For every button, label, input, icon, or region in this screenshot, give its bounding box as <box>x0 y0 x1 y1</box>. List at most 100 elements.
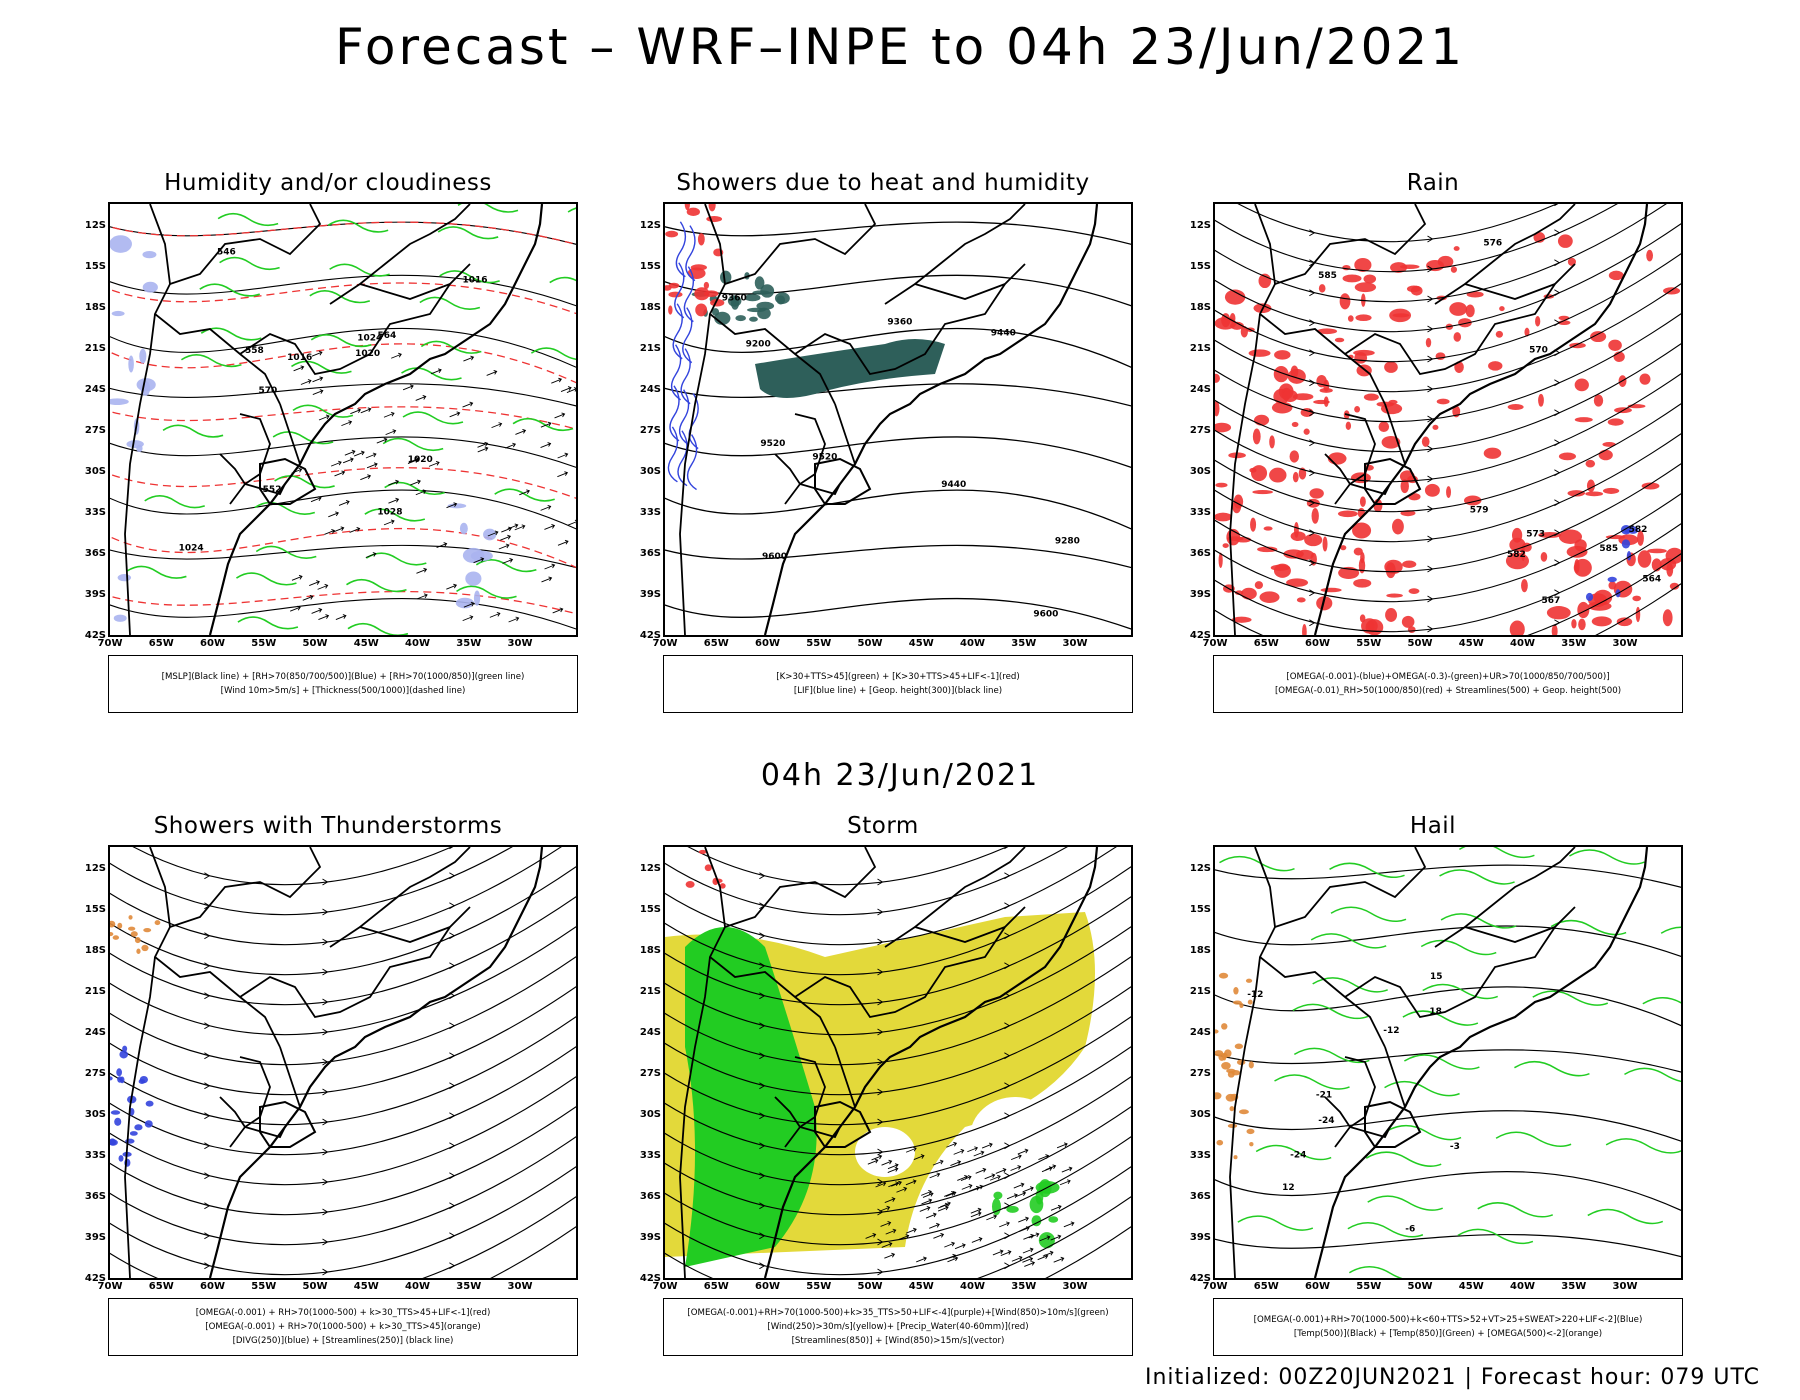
temp-850-green-contour <box>1329 862 1405 879</box>
streamline-arrow <box>759 992 766 1000</box>
omega-orange-area <box>1247 999 1253 1005</box>
country-border <box>239 906 471 1019</box>
streamline-arrow <box>449 1172 456 1180</box>
rh-green-contour <box>439 270 500 284</box>
omega-rh-red-area <box>1495 330 1504 338</box>
precip-water-red-area <box>704 864 712 872</box>
wind-vector <box>463 355 475 362</box>
wind-vector <box>929 1172 941 1179</box>
uruguay-border <box>814 457 872 505</box>
lat-tick-label: 21S <box>84 343 106 354</box>
lon-tick-label: 30W <box>1062 638 1088 649</box>
wind-vector <box>463 601 475 608</box>
lon-tick-label: 40W <box>1510 638 1535 649</box>
wind-vector <box>970 1207 982 1214</box>
contour-label: 564 <box>1642 574 1661 584</box>
contour-label: 1028 <box>377 508 402 518</box>
wind-vector <box>867 1158 879 1165</box>
temp-850-green-contour <box>1459 847 1535 859</box>
streamline-arrow <box>1004 1262 1011 1270</box>
rh-green-contour <box>237 616 299 630</box>
wind-vector <box>879 1205 891 1212</box>
map-svg: 1016 1016 1020 1020 1024 1024 1028 564 570 552 546… <box>110 204 576 635</box>
rh-green-contour <box>346 578 407 593</box>
wind-vector <box>865 1232 877 1239</box>
contour-label: 1020 <box>408 455 433 465</box>
country-border <box>229 413 271 505</box>
streamline-arrow <box>204 962 211 970</box>
streamline-250 <box>490 1226 576 1278</box>
streamline-arrow <box>449 872 456 880</box>
wind-vector <box>945 1190 957 1197</box>
omega-rh-red-area <box>1578 618 1586 631</box>
wind-vector <box>944 1241 956 1248</box>
streamline-arrow <box>204 1172 211 1180</box>
streamline-250 <box>110 847 513 916</box>
precip-water-red-area <box>719 883 726 889</box>
contour-label: 9360 <box>887 317 912 327</box>
lat-tick-label: 30S <box>639 466 661 477</box>
omega-rh-red-area <box>1381 435 1401 449</box>
lon-tick-label: 35W <box>1011 1281 1037 1292</box>
rh-green-contour <box>494 488 555 502</box>
panel-title: Hail <box>1409 813 1457 839</box>
omega-rh-red-area <box>1215 512 1233 522</box>
precip-water-red-area <box>698 849 707 854</box>
temp-500-line <box>1215 1110 1681 1142</box>
lat-tick-label: 39S <box>84 589 106 600</box>
rh-green-contour <box>162 424 224 438</box>
mslp-isobar <box>110 221 576 245</box>
omega-orange-area <box>1245 978 1253 983</box>
contour-label: 18 <box>1429 1007 1442 1017</box>
wind-vector <box>567 519 576 526</box>
streamline-arrow <box>1427 265 1434 273</box>
k-tts-lif-red-area <box>684 204 690 211</box>
omega-orange-area <box>1231 1069 1241 1076</box>
wind-vector <box>312 376 324 383</box>
lat-tick-label: 15S <box>84 904 106 915</box>
temp-850-green-contour <box>1642 997 1681 1005</box>
streamline-arrow <box>204 1142 211 1150</box>
wind-vector <box>905 1179 917 1186</box>
thunderstorm-orange-area <box>134 937 141 944</box>
omega-rh-red-area <box>1449 302 1468 316</box>
country-border <box>784 413 826 505</box>
latitude-axis: 12S 15S 18S 21S 24S 27S 30S 33S 36S 39S 42S <box>1173 845 1211 1284</box>
omega-rh-red-area <box>1258 273 1272 289</box>
wind-vector <box>925 1212 937 1219</box>
temp-850-green-contour <box>1402 1010 1479 1026</box>
omega-rh-red-area <box>1662 609 1673 627</box>
streamline-arrow <box>1004 962 1011 970</box>
streamline-500 <box>1215 433 1681 543</box>
streamline-850 <box>1045 1226 1131 1278</box>
uruguay-border <box>814 1100 872 1148</box>
longitude-axis: 70W 65W 60W 55W 50W 45W 40W 35W 30W <box>98 1280 578 1296</box>
wind-vector <box>887 1163 899 1170</box>
wind-vector <box>333 526 345 533</box>
lat-tick-label: 21S <box>84 986 106 997</box>
contour-label: 570 <box>1529 346 1548 356</box>
wind-vector <box>972 1184 984 1191</box>
omega-rh-red-area <box>1410 285 1423 296</box>
streamline-arrow <box>1427 325 1434 333</box>
streamline-arrow <box>1554 589 1561 597</box>
rh-green-contour <box>125 565 187 579</box>
omega-orange-area <box>1227 1123 1238 1129</box>
contour-label: -21 <box>1316 1090 1332 1100</box>
k-tts-lif-red-area <box>665 285 672 291</box>
coastline <box>1313 847 1649 1278</box>
legend-line: [OMEGA(-0.001)-(blue)+OMEGA(-0.3)-(green… <box>1286 672 1610 682</box>
omega-rh-red-area <box>1215 400 1220 417</box>
omega-orange-area <box>1221 1023 1228 1030</box>
country-border <box>1344 263 1576 376</box>
panel-legend: [OMEGA(-0.001)+RH>70(1000-500)+k<60+TTS>… <box>1213 1298 1683 1356</box>
k-tts-green-area <box>756 301 775 310</box>
wind-vector <box>986 1214 998 1221</box>
temp-850-green-contour <box>1514 1060 1590 1077</box>
wind-vector <box>334 470 346 477</box>
omega-rh-red-area <box>1454 361 1464 374</box>
omega-rh-red-area <box>1637 550 1652 568</box>
country-border <box>124 956 156 1278</box>
wind-vector <box>1037 1254 1049 1261</box>
wind-vector <box>360 474 372 481</box>
